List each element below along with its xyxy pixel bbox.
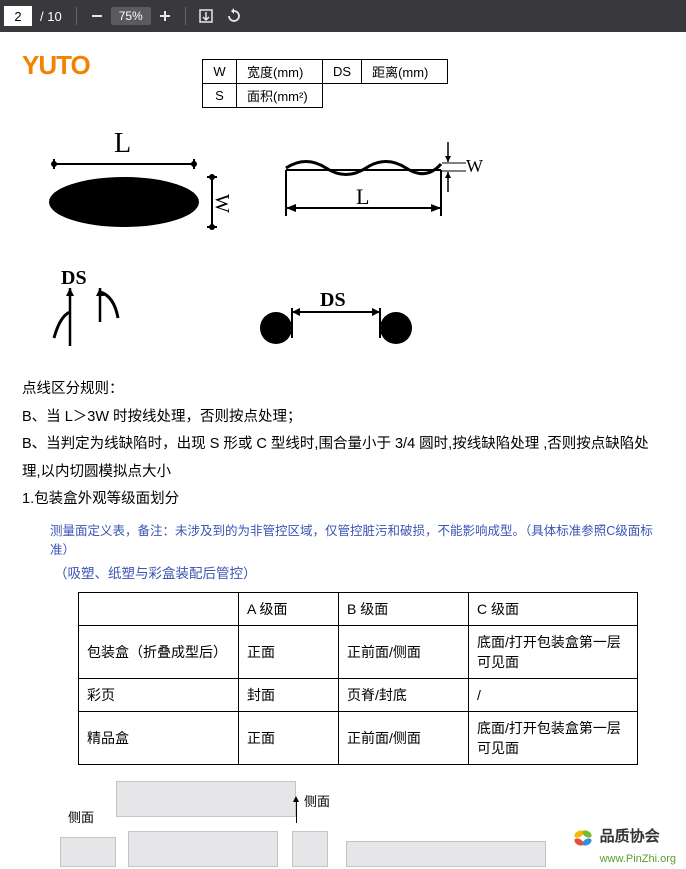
table-row: A 级面 B 级面 C 级面 (79, 592, 638, 625)
label-DS: DS (320, 289, 346, 311)
cell: 包装盒（折叠成型后） (79, 625, 239, 678)
ellipse-diagram: L W (36, 130, 236, 240)
note2-text: （吸塑、纸塑与彩盒装配后管控） (54, 562, 664, 582)
watermark: 品质协会 www.PinZhi.org (570, 825, 676, 865)
rule-b2: B、当判定为线缺陷时，出现 S 形或 C 型线时,围合量小于 3/4 圆时,按线… (22, 431, 664, 486)
ds-curve-diagram: DS (36, 268, 156, 358)
box-photo (128, 831, 278, 867)
cell: W (203, 60, 237, 84)
diagram-row-2: DS DS (22, 268, 664, 358)
fit-page-button[interactable] (192, 2, 220, 30)
table-row: 彩页 封面 页脊/封底 / (79, 678, 638, 711)
table-row: 包装盒（折叠成型后） 正面 正前面/侧面 底面/打开包装盒第一层可见面 (79, 625, 638, 678)
cell: 页脊/封底 (339, 678, 469, 711)
separator (185, 7, 186, 25)
cell: 距离(mm) (362, 60, 448, 84)
box-photo (346, 841, 546, 867)
rules-title: 点线区分规则： (22, 376, 664, 404)
cell: 底面/打开包装盒第一层可见面 (469, 625, 638, 678)
table-row: W 宽度(mm) DS 距离(mm) (203, 60, 448, 84)
side-label-right: 侧面 (304, 791, 330, 810)
cell: A 级面 (239, 592, 339, 625)
cell: B 级面 (339, 592, 469, 625)
grade-table: A 级面 B 级面 C 级面 包装盒（折叠成型后） 正面 正前面/侧面 底面/打… (78, 592, 638, 765)
page-current-input[interactable] (4, 6, 32, 26)
cell: 面积(mm²) (237, 84, 323, 108)
table-row: S 面积(mm²) (203, 84, 448, 108)
cell (362, 84, 448, 108)
ds-dots-diagram: DS (246, 268, 446, 358)
rotate-button[interactable] (220, 2, 248, 30)
cell: 底面/打开包装盒第一层可见面 (469, 711, 638, 764)
box-photo (60, 837, 116, 867)
label-DS: DS (61, 268, 87, 289)
pdf-toolbar: / 10 75% (0, 0, 686, 32)
cell: 封面 (239, 678, 339, 711)
section-1-title: 1.包装盒外观等级面划分 (22, 486, 664, 514)
box-photo (292, 831, 328, 867)
cell: 正前面/侧面 (339, 625, 469, 678)
arrow-icon (296, 801, 297, 823)
label-L: L (356, 184, 369, 209)
page-total: / 10 (32, 9, 70, 24)
petals-icon (570, 825, 596, 851)
watermark-cn: 品质协会 (600, 828, 660, 845)
note-text: 测量面定义表，备注：未涉及到的为非管控区域，仅管控脏污和破损，不能影响成型。（具… (50, 520, 664, 558)
label-L: L (114, 130, 131, 159)
cell: 精品盒 (79, 711, 239, 764)
zoom-out-button[interactable] (83, 2, 111, 30)
watermark-en: www.PinZhi.org (600, 853, 676, 865)
box-top (116, 781, 296, 817)
cell: 正面 (239, 711, 339, 764)
cell (79, 592, 239, 625)
cell: 彩页 (79, 678, 239, 711)
cell: 正面 (239, 625, 339, 678)
side-label-left: 侧面 (68, 807, 94, 826)
cell: 宽度(mm) (237, 60, 323, 84)
rule-b1: B、当 L＞3W 时按线处理，否则按点处理； (22, 404, 664, 432)
cell: C 级面 (469, 592, 638, 625)
definition-table: W 宽度(mm) DS 距离(mm) S 面积(mm²) (202, 59, 448, 108)
diagram-row-1: L W W (22, 130, 664, 240)
label-W: W (466, 156, 483, 176)
document-page: YUTO W 宽度(mm) DS 距离(mm) S 面积(mm²) L (0, 32, 686, 869)
table-row: 精品盒 正面 正前面/侧面 底面/打开包装盒第一层可见面 (79, 711, 638, 764)
cell: DS (323, 60, 362, 84)
zoom-value: 75% (111, 7, 151, 25)
zoom-in-button[interactable] (151, 2, 179, 30)
cell: / (469, 678, 638, 711)
separator (76, 7, 77, 25)
cell: 正前面/侧面 (339, 711, 469, 764)
wave-diagram: W L (266, 130, 496, 240)
cell (323, 84, 362, 108)
rules-text: 点线区分规则： B、当 L＞3W 时按线处理，否则按点处理； B、当判定为线缺陷… (22, 376, 664, 514)
cell: S (203, 84, 237, 108)
label-W: W (211, 194, 233, 213)
